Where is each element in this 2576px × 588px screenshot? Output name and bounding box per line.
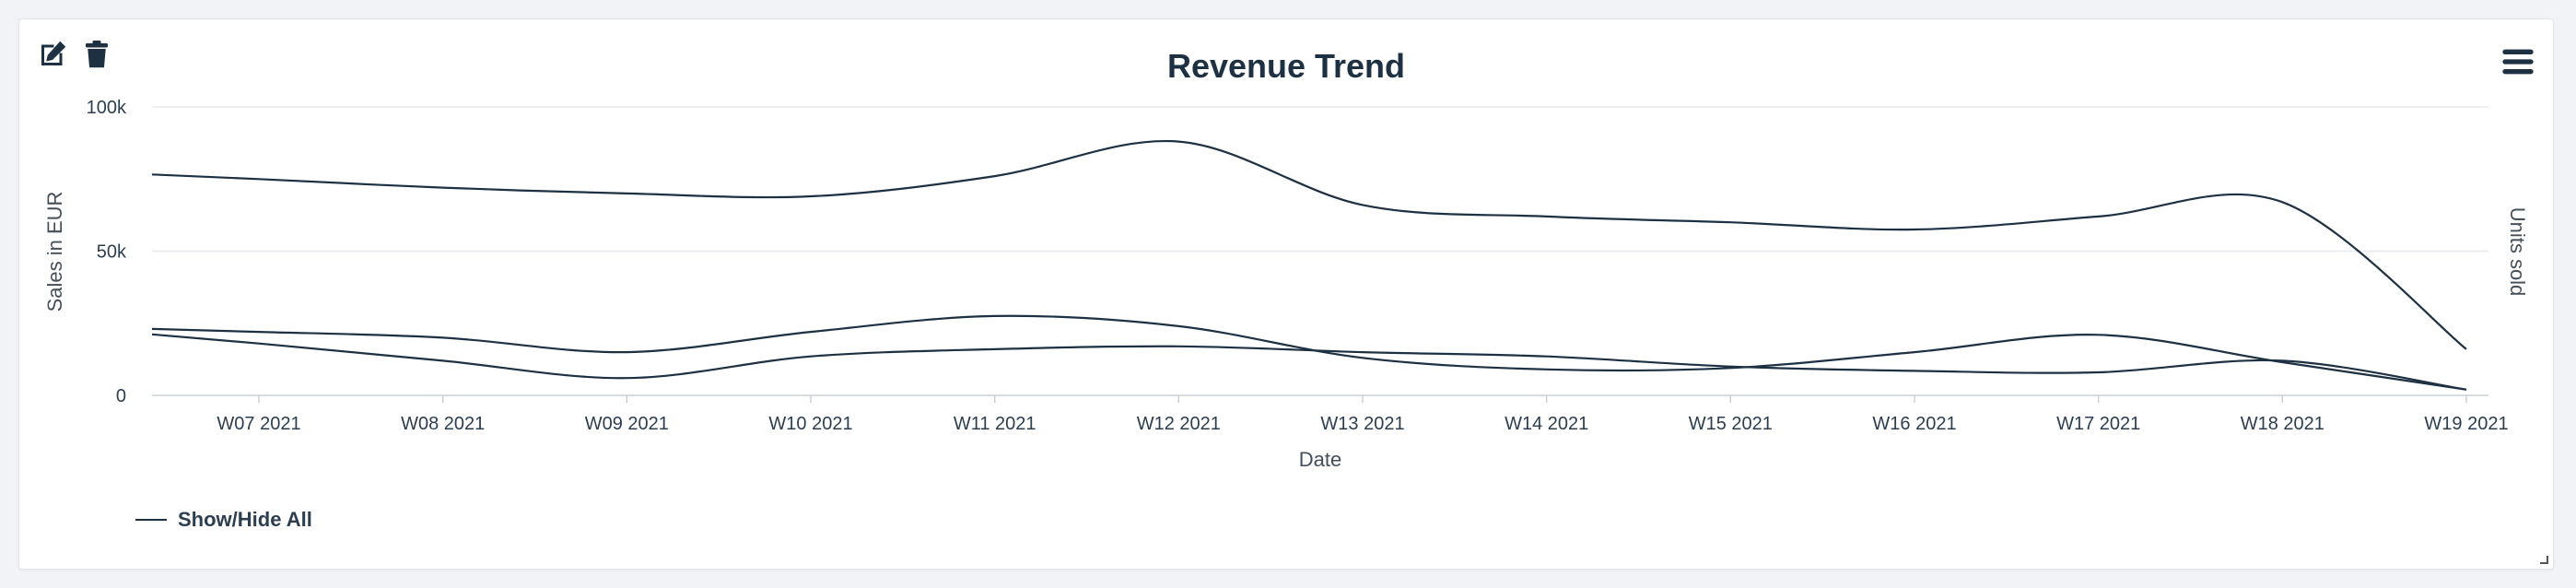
y-axis-ticks: 0 50k 100k	[87, 98, 127, 406]
series-line-2[interactable]	[151, 314, 2467, 391]
x-tick-label: W07 2021	[217, 414, 300, 434]
edit-icon[interactable]	[36, 38, 69, 71]
x-tick-label: W10 2021	[768, 414, 852, 434]
legend-line-swatch	[135, 519, 167, 521]
chart-toolbar	[36, 38, 113, 71]
y-tick-label: 50k	[97, 242, 127, 263]
x-tick-label: W08 2021	[401, 414, 485, 434]
y-tick-label: 0	[116, 386, 126, 406]
x-tick-label: W17 2021	[2056, 414, 2140, 434]
x-tick-label: W18 2021	[2241, 414, 2324, 434]
x-tick-label: W09 2021	[585, 414, 669, 434]
x-axis-title: Date	[1299, 448, 1341, 471]
line-chart: 0 50k 100k W07 2021 W08 2021 W09 2021 W10 202…	[43, 98, 2529, 471]
series-lines	[151, 139, 2467, 391]
x-tick-label: W11 2021	[954, 414, 1036, 434]
series-line-3[interactable]	[151, 333, 2467, 391]
x-tick-label: W13 2021	[1320, 414, 1404, 434]
x-axis-ticks: W07 2021 W08 2021 W09 2021 W10 2021 W11 2021…	[217, 395, 2509, 434]
trash-icon[interactable]	[80, 38, 113, 71]
x-tick-label: W15 2021	[1689, 414, 1773, 434]
chart-title: Revenue Trend	[1166, 47, 1406, 85]
legend-show-hide-all[interactable]: Show/Hide All	[135, 508, 312, 532]
x-tick-label: W19 2021	[2424, 414, 2508, 434]
x-tick-label: W12 2021	[1137, 414, 1221, 434]
y2-axis-title: Units sold	[2506, 207, 2529, 297]
x-tick-label: W16 2021	[1872, 414, 1956, 434]
y-axis-title: Sales in EUR	[43, 192, 66, 312]
resize-handle-icon[interactable]	[2536, 552, 2549, 565]
chart-card: Revenue Trend 0 50k 100k W07 2021 W08 2021 W…	[18, 18, 2554, 570]
x-tick-label: W14 2021	[1505, 414, 1588, 434]
legend-label: Show/Hide All	[178, 508, 312, 531]
hamburger-menu-icon[interactable]	[2500, 43, 2536, 80]
series-line-1[interactable]	[151, 139, 2467, 350]
y-tick-label: 100k	[87, 98, 127, 118]
